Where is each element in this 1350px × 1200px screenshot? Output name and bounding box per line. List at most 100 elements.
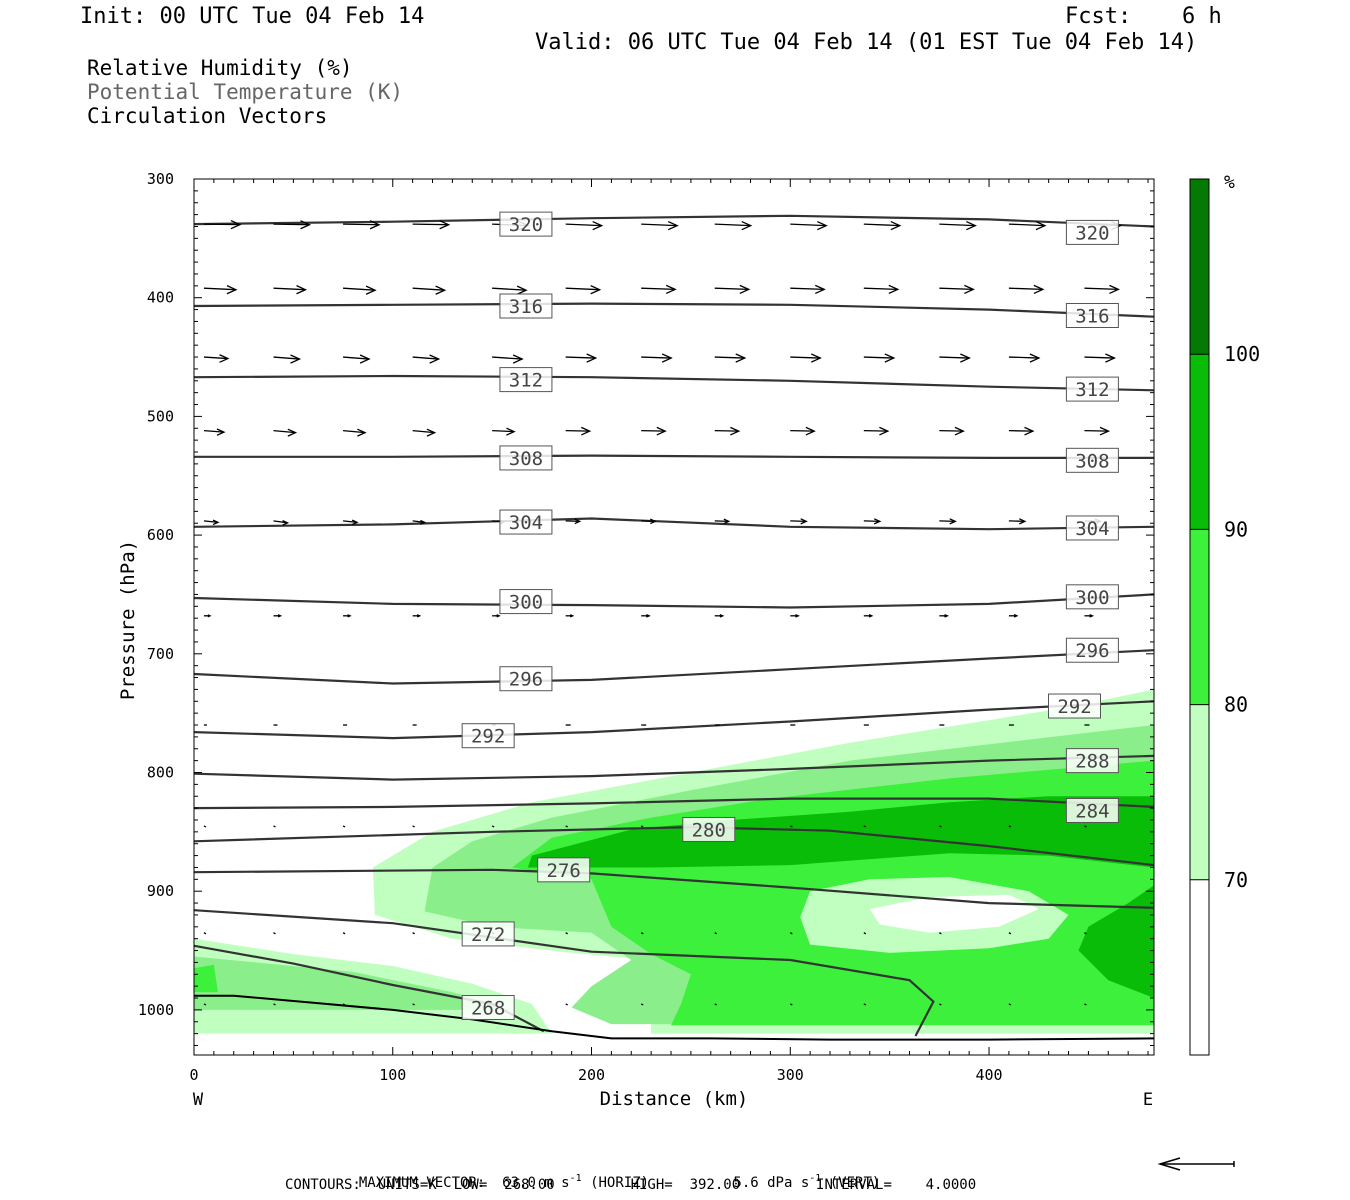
max-vector-label: MAXIMUM VECTOR: (358, 1175, 486, 1191)
ground-surface (194, 994, 1154, 1041)
contour-label-text: 284 (1075, 800, 1109, 822)
vector-shaft (939, 1003, 942, 1006)
vector-arrow (412, 354, 441, 364)
vector-arrow (789, 932, 793, 935)
forecast-hour: 6 h (1182, 4, 1222, 29)
vector-arrow (640, 825, 644, 828)
vector-head (1089, 613, 1095, 618)
vector-arrow (412, 285, 447, 295)
theta-contour-304 (194, 517, 1154, 531)
vector-arrow (714, 284, 751, 295)
contour-label-text: 268 (471, 998, 505, 1020)
contour-labels: 320 320 316 316 312 312 308 308 304 304 300 300 296 2… (461, 211, 1119, 1021)
vector-shaft (863, 825, 867, 828)
vector-arrow (273, 285, 308, 295)
vector-head (1029, 353, 1041, 363)
vector-arrow (203, 1003, 207, 1006)
theta-contour-272 (194, 909, 935, 1037)
x-tick-label: 300 (777, 1066, 804, 1084)
contour-label-280: 280 (682, 816, 736, 842)
vector-shaft (939, 356, 970, 359)
vector-shaft (565, 429, 590, 432)
vector-arrow (412, 428, 437, 437)
rh-region-100-7 (1078, 885, 1154, 998)
vector-shaft (863, 932, 867, 935)
vector-head (435, 285, 447, 295)
vector-shaft (412, 932, 415, 935)
vector-shaft (203, 287, 236, 291)
vector-shaft (412, 356, 439, 360)
vector-head (811, 353, 822, 363)
y-tick-label: 1000 (138, 1001, 174, 1019)
contour-label-box (461, 995, 515, 1021)
theta-contour-292 (194, 700, 1154, 740)
vector-shaft (1008, 825, 1012, 828)
vector-shaft (790, 520, 807, 523)
vector-arrow (641, 284, 677, 295)
vector-shaft (1084, 429, 1109, 432)
plot-frame (193, 178, 1155, 1056)
contour-label-box (1065, 797, 1119, 823)
vector-arrow (863, 518, 882, 525)
vector-head (735, 353, 747, 363)
vector-arrow (640, 1003, 644, 1006)
vector-shaft (863, 520, 880, 523)
max-horizontal-unit: (HORIZ) (590, 1175, 650, 1191)
y-tick-label: 700 (147, 645, 174, 663)
contour-label-text: 312 (1075, 379, 1109, 401)
vector-arrow (203, 932, 207, 935)
vector-shaft (343, 223, 380, 226)
contour-label-268: 268 (461, 995, 515, 1021)
vector-arrow (273, 932, 276, 935)
vector-head (719, 613, 725, 618)
rh-shading (194, 689, 1154, 1034)
vector-shaft (790, 356, 821, 359)
contour-label-320: 320 (499, 211, 553, 237)
vector-shaft (641, 287, 676, 291)
vector-head (944, 613, 949, 618)
vector-shaft (273, 429, 296, 434)
contour-label-276: 276 (537, 857, 591, 883)
contour-label-box (499, 293, 553, 319)
colorbar-frame (1189, 178, 1210, 1056)
vector-shaft (714, 1003, 718, 1006)
x-axis-title: Distance (km) (600, 1088, 749, 1110)
vector-shaft (565, 1003, 568, 1006)
vector-arrow (863, 825, 867, 828)
vector-head (730, 426, 741, 436)
theta-contours (194, 214, 1154, 1041)
vector-arrow (565, 426, 592, 436)
vector-shaft (714, 287, 749, 291)
vector-head (369, 220, 381, 230)
vector-head (357, 428, 367, 437)
vector-shaft (1084, 825, 1087, 828)
vector-arrow (273, 825, 276, 828)
legend-relative-humidity: Relative Humidity (%) (87, 56, 353, 80)
vector-head (1019, 518, 1027, 525)
vector-shaft (1008, 287, 1043, 291)
theta-contour-280 (194, 825, 1154, 867)
contour-label-text: 304 (509, 512, 543, 534)
vector-head (884, 353, 896, 363)
contour-label-box (499, 445, 553, 471)
vector-shaft (412, 825, 415, 828)
vector-arrow (1008, 220, 1047, 231)
contour-label-text: 304 (1075, 518, 1109, 540)
vector-head (416, 614, 422, 618)
vector-head (277, 614, 283, 618)
vector-head (873, 518, 882, 525)
vector-arrow (342, 932, 346, 935)
vector-head (741, 220, 753, 231)
contour-label-312: 312 (1065, 376, 1119, 402)
vector-arrow (939, 426, 965, 436)
contour-label-316: 316 (1065, 303, 1119, 329)
theta-contour-308 (194, 454, 1154, 459)
vector-shaft (565, 356, 596, 359)
vector-arrow (790, 220, 828, 231)
axes: 300 400 500 600 700 800 900 1000 0 100 200 300 400 (138, 170, 1154, 1084)
vector-head (569, 614, 575, 618)
vector-arrow (273, 614, 283, 618)
vector-arrow (343, 428, 367, 437)
vector-head (282, 520, 290, 526)
contour-label-284: 284 (1065, 797, 1119, 823)
